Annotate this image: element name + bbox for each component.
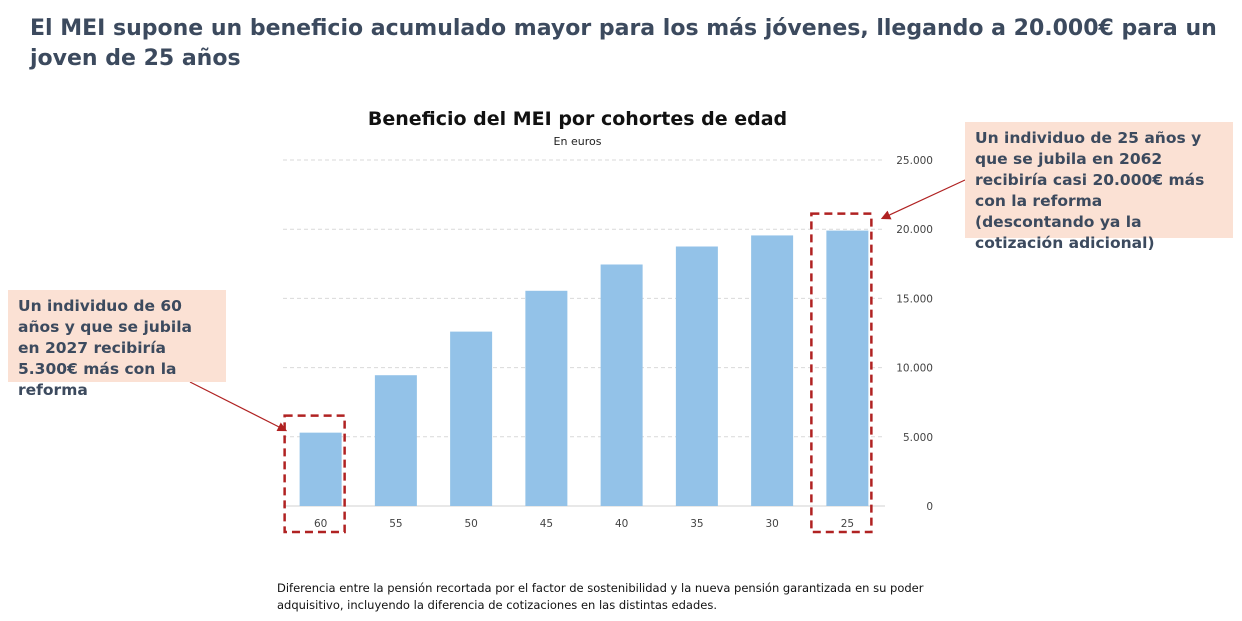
y-tick-label: 0 [926,501,933,513]
bar-60 [299,432,342,506]
arrow-to-25 [880,179,966,220]
bar-45 [525,290,568,506]
headline: El MEI supone un beneficio acumulado may… [30,16,1217,71]
y-tick-label: 20.000 [896,224,933,236]
x-tick-label: 25 [841,518,854,530]
y-tick-label: 15.000 [896,293,933,305]
bar-30 [751,235,794,507]
x-tick-label: 45 [540,518,553,530]
highlight-box-25 [810,212,873,534]
bar-25 [826,230,869,507]
x-tick-label: 55 [389,518,402,530]
bar-40 [600,264,643,506]
x-tick-label: 35 [690,518,703,530]
y-tick-label: 25.000 [896,155,933,167]
bar-50 [450,331,493,506]
chart-title: Beneficio del MEI por cohortes de edad [367,108,788,130]
annotation-60-years: Un individuo de 60 años y que se jubila … [8,290,226,399]
x-tick-label: 50 [464,518,477,530]
footnote: Diferencia entre la pensión recortada po… [277,581,924,612]
bar-55 [374,375,417,506]
chart-subtitle: En euros [553,135,602,148]
x-tick-label: 60 [314,518,327,530]
x-tick-label: 30 [765,518,778,530]
bar-35 [675,246,718,506]
highlight-box-60 [283,414,346,534]
y-tick-label: 10.000 [896,363,933,375]
x-tick-label: 40 [615,518,628,530]
arrow-to-60 [189,381,288,432]
annotation-25-years: Un individuo de 25 años y que se jubila … [965,122,1233,252]
y-tick-label: 5.000 [903,432,933,444]
